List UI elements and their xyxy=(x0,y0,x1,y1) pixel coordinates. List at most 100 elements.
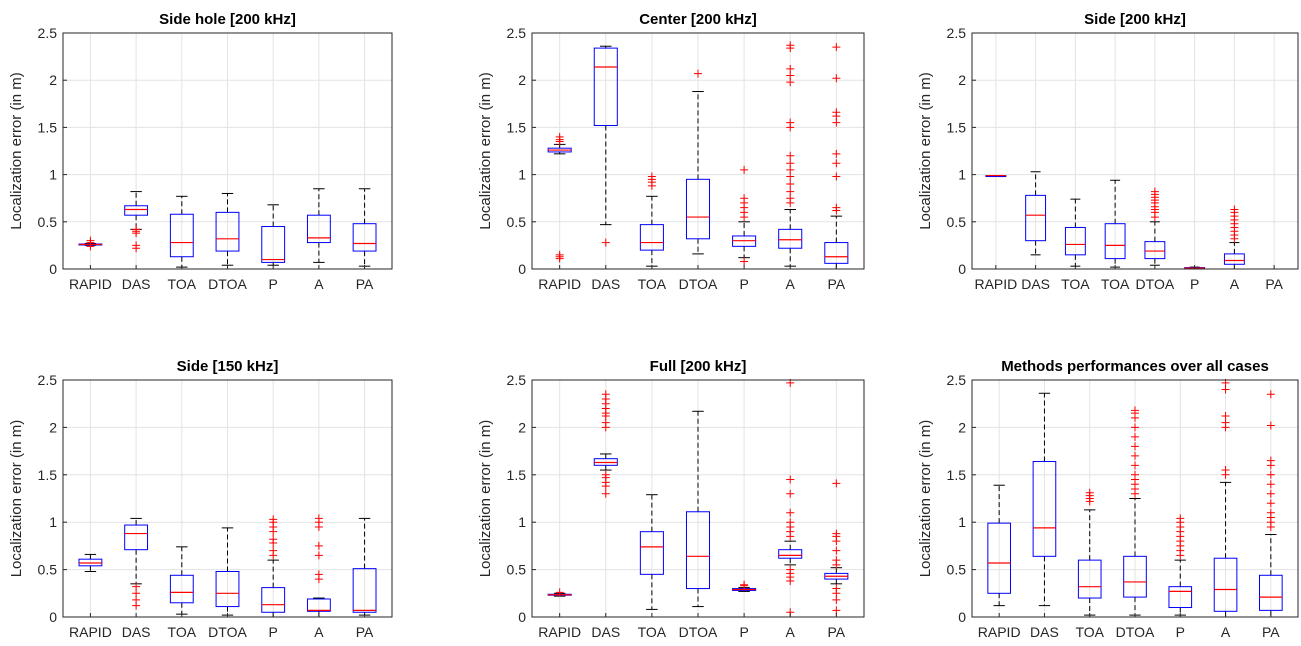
x-tick-label: DAS xyxy=(1030,624,1059,640)
outlier-point xyxy=(132,225,141,234)
x-tick-label: DTOA xyxy=(1136,276,1175,292)
y-tick-label: 0.5 xyxy=(947,562,967,578)
box-p xyxy=(732,580,757,592)
chart-title: Side [200 kHz] xyxy=(1084,11,1186,28)
y-tick-label: 2.5 xyxy=(507,25,527,41)
outlier-point xyxy=(740,580,749,589)
y-tick-label: 0 xyxy=(958,261,966,277)
box-iqr xyxy=(1077,559,1102,599)
box-iqr xyxy=(1025,194,1047,242)
x-tick-label: A xyxy=(1230,276,1240,292)
box-toa xyxy=(169,546,194,615)
y-tick-label: 2.5 xyxy=(947,372,967,388)
y-tick-label: 2 xyxy=(958,419,966,435)
box-iqr xyxy=(824,242,849,264)
x-tick-label: RAPID xyxy=(974,276,1017,292)
outlier-point xyxy=(86,236,95,245)
y-tick-label: 1 xyxy=(958,167,966,183)
box-das xyxy=(1025,171,1047,256)
outlier-point xyxy=(1131,423,1139,432)
box-iqr xyxy=(215,570,240,608)
box-dtoa xyxy=(1144,187,1166,266)
x-tick-label: A xyxy=(786,276,796,292)
box-iqr xyxy=(215,211,240,252)
outlier-point xyxy=(832,74,841,83)
y-tick-label: 0.5 xyxy=(38,214,58,230)
outlier-point xyxy=(832,529,841,538)
y-axis-label: Localization error (in m) xyxy=(8,420,25,578)
box-das xyxy=(124,191,149,253)
box-das xyxy=(593,45,618,247)
box-a xyxy=(1223,205,1245,270)
x-tick-label: P xyxy=(269,624,278,640)
x-tick-label: RAPID xyxy=(69,624,112,640)
y-tick-label: 2 xyxy=(958,72,966,88)
axes-frame xyxy=(62,32,393,270)
box-toa xyxy=(639,494,664,610)
y-tick-label: 0 xyxy=(49,609,57,625)
x-tick-label: DTOA xyxy=(208,276,247,292)
x-tick-label: DAS xyxy=(591,624,620,640)
y-tick-label: 0.5 xyxy=(38,562,58,578)
box-iqr xyxy=(1223,253,1245,265)
chart-title: Side hole [200 kHz] xyxy=(159,11,296,28)
outlier-point xyxy=(786,489,795,498)
x-tick-label: TOA xyxy=(1061,276,1090,292)
x-tick-label: A xyxy=(1221,624,1231,640)
box-toa xyxy=(1104,179,1126,268)
outlier-point xyxy=(1221,412,1230,421)
outlier-point xyxy=(832,159,841,168)
outlier-point xyxy=(1150,187,1159,196)
outlier-point xyxy=(786,64,795,73)
x-tick-label: TOA xyxy=(168,624,197,640)
y-axis-label: Localization error (in m) xyxy=(477,420,494,578)
box-iqr xyxy=(306,598,331,612)
x-tick-label: RAPID xyxy=(538,624,581,640)
outlier-point xyxy=(740,194,749,203)
box-iqr xyxy=(1032,461,1057,557)
y-tick-label: 2 xyxy=(518,72,526,88)
outlier-point xyxy=(832,546,841,555)
outlier-point xyxy=(786,41,795,50)
box-toa xyxy=(639,172,664,267)
box-das xyxy=(124,517,149,610)
outlier-point xyxy=(555,588,564,597)
box-p xyxy=(1168,514,1193,616)
outlier-point xyxy=(786,475,795,484)
box-das xyxy=(1032,392,1057,607)
box-iqr xyxy=(639,224,664,251)
outlier-point xyxy=(1131,451,1139,460)
x-tick-label: TOA xyxy=(638,276,667,292)
box-iqr xyxy=(1104,223,1126,260)
outlier-point xyxy=(555,254,564,263)
plot-area xyxy=(972,33,1298,269)
y-tick-label: 1 xyxy=(958,514,966,530)
outlier-point xyxy=(786,118,795,127)
outlier-point xyxy=(555,132,564,141)
x-tick-label: RAPID xyxy=(69,276,112,292)
y-tick-label: 2.5 xyxy=(507,372,527,388)
outlier-point xyxy=(314,551,323,560)
outlier-point xyxy=(601,489,610,498)
box-pa xyxy=(352,188,377,267)
x-tick-label: PA xyxy=(828,276,846,292)
outlier-point xyxy=(832,43,841,52)
outlier-point xyxy=(1131,442,1139,451)
outlier-point xyxy=(269,515,278,524)
outlier-point xyxy=(647,172,656,181)
x-tick-label: P xyxy=(739,276,748,292)
y-tick-label: 2.5 xyxy=(38,25,58,41)
chart-title: Full [200 kHz] xyxy=(650,358,747,375)
axes-frame xyxy=(971,379,1299,618)
x-tick-label: PA xyxy=(828,624,846,640)
outlier-point xyxy=(1266,390,1275,399)
x-tick-label: A xyxy=(314,624,324,640)
box-iqr xyxy=(685,511,711,590)
y-tick-label: 1 xyxy=(49,514,57,530)
box-iqr xyxy=(987,522,1011,594)
x-tick-label: RAPID xyxy=(978,624,1021,640)
outlier-point xyxy=(1085,488,1094,497)
